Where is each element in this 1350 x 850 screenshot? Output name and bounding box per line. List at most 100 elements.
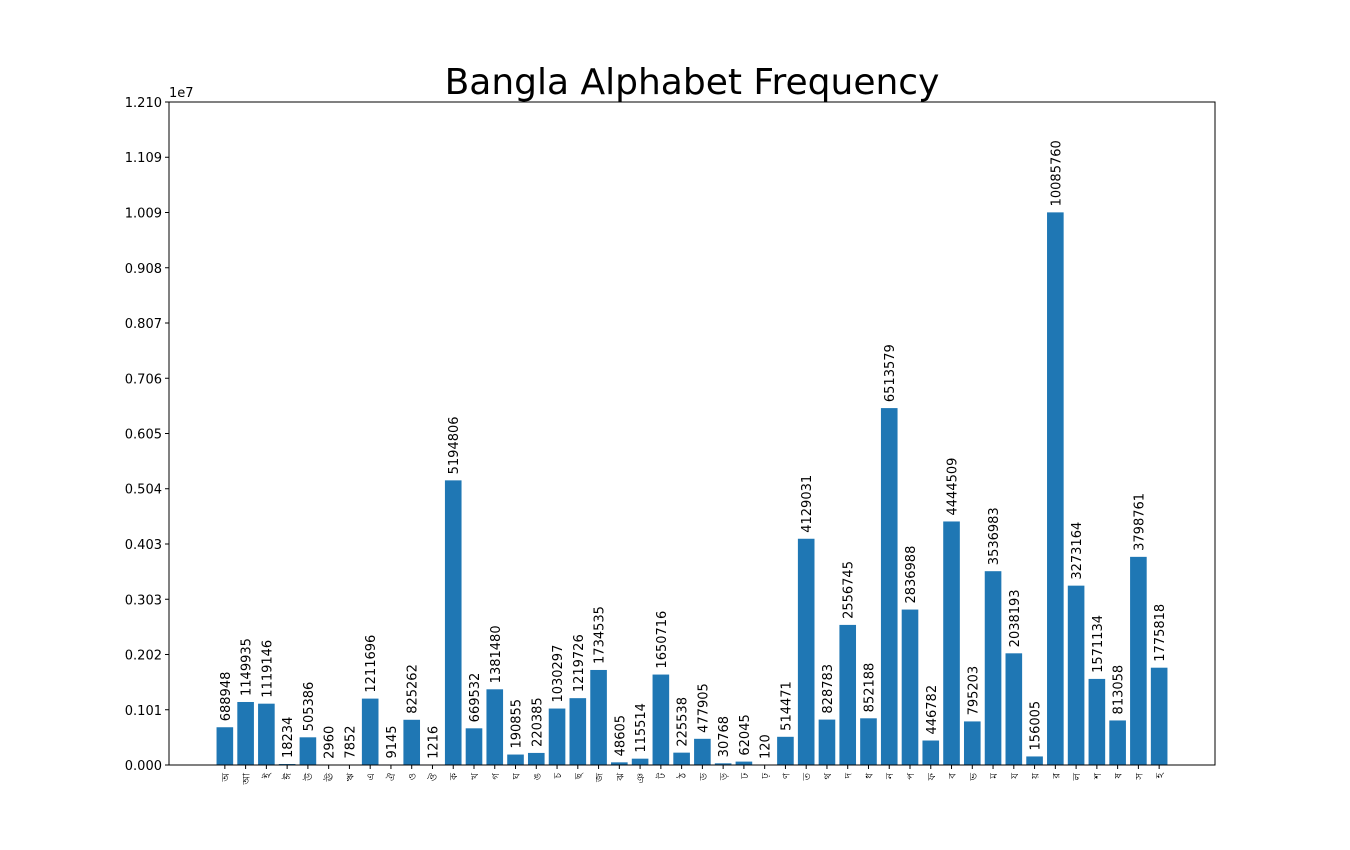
value-label: 62045 xyxy=(738,714,753,755)
bar xyxy=(403,719,421,765)
bar xyxy=(1109,720,1126,765)
x-tick-label: ঔ xyxy=(427,772,439,781)
y-offset-label: 1e7 xyxy=(169,86,194,101)
x-tick-label: দ xyxy=(844,772,855,779)
x-tick-label: য় xyxy=(1031,772,1042,780)
y-tick-label: 1.009 xyxy=(125,207,162,222)
value-label: 813058 xyxy=(1112,665,1127,715)
value-label: 18234 xyxy=(281,717,296,758)
x-tick-label: স xyxy=(1134,773,1145,781)
x-tick-label: ল xyxy=(1072,772,1083,781)
bar xyxy=(611,762,628,765)
value-label: 1149935 xyxy=(240,638,255,696)
value-label: 1734535 xyxy=(593,606,608,664)
value-label: 4129031 xyxy=(800,475,815,533)
x-tick-label: ধ xyxy=(864,773,875,779)
x-tick-label: শ xyxy=(1093,772,1104,780)
x-tick-label: য xyxy=(1010,773,1021,780)
bar xyxy=(694,738,711,765)
value-label: 3536983 xyxy=(987,507,1002,565)
bar xyxy=(361,698,379,765)
value-label: 5194806 xyxy=(447,416,462,474)
bar xyxy=(860,718,877,765)
x-tick-label: ন xyxy=(885,772,896,780)
bar xyxy=(777,736,794,765)
x-tick-label: হ xyxy=(1155,772,1166,779)
value-label: 828783 xyxy=(821,664,836,714)
x-tick-label: ঞ xyxy=(636,773,647,784)
bar xyxy=(527,752,545,765)
x-tick-label: ঘ xyxy=(512,772,523,780)
bar xyxy=(797,538,815,765)
value-label: 3798761 xyxy=(1132,493,1147,551)
bar xyxy=(486,689,504,765)
y-tick-label: 0.504 xyxy=(125,483,162,498)
bar xyxy=(1067,585,1085,765)
x-tick-label: ট xyxy=(655,772,668,779)
x-tick-label: ঢ xyxy=(740,773,751,780)
value-label: 1030297 xyxy=(551,645,566,703)
y-tick-label: 0.908 xyxy=(125,262,162,277)
value-label: 2836988 xyxy=(904,546,919,604)
value-label: 30768 xyxy=(717,716,732,757)
bar xyxy=(216,727,234,765)
bar xyxy=(652,674,670,765)
value-label: 10085760 xyxy=(1049,140,1064,206)
bar xyxy=(984,571,1002,765)
y-tick-label: 0.101 xyxy=(125,704,162,719)
bar xyxy=(1088,678,1106,765)
x-tick-label: গ xyxy=(491,773,502,780)
x-tick-label: ব xyxy=(948,773,959,780)
value-label: 1381480 xyxy=(489,625,504,683)
bar xyxy=(1026,756,1043,765)
bar xyxy=(465,728,483,765)
x-tick-label: ঙ xyxy=(532,773,543,780)
x-tick-label: ঢ় xyxy=(761,772,772,779)
value-label: 1571134 xyxy=(1091,615,1106,673)
x-tick-label: ঋ xyxy=(345,772,356,781)
bar xyxy=(922,740,940,765)
x-tick-label: ছ xyxy=(574,772,585,780)
x-tick-label: ড় xyxy=(719,772,730,781)
x-tick-label: চ xyxy=(553,772,564,779)
y-tick-label: 1.210 xyxy=(125,96,162,111)
x-tick-label: ক xyxy=(449,772,460,781)
x-tick-label: ফ xyxy=(927,772,938,781)
bar xyxy=(963,721,981,765)
x-tick-label: ও xyxy=(408,773,419,780)
bar xyxy=(590,669,607,765)
x-tick-label: অ xyxy=(221,773,232,783)
bar xyxy=(943,521,960,765)
value-label: 120 xyxy=(759,734,774,759)
y-tick-label: 0.303 xyxy=(125,593,162,608)
x-tick-label: ঐ xyxy=(386,773,398,781)
x-tick-label: খ xyxy=(470,773,481,780)
x-tick-label: থ xyxy=(823,772,834,779)
x-tick-label: ত xyxy=(802,773,813,782)
value-label: 2960 xyxy=(323,726,338,759)
x-tick-label: র xyxy=(1051,773,1062,780)
value-label: 220385 xyxy=(530,697,545,747)
bar xyxy=(818,719,836,765)
value-label: 156005 xyxy=(1029,701,1044,751)
x-tick-label: ষ xyxy=(1114,773,1125,780)
bar xyxy=(631,758,649,765)
chart-title: Bangla Alphabet Frequency xyxy=(445,62,940,103)
x-tick-label: ঝ xyxy=(615,773,626,782)
value-label: 1216 xyxy=(426,726,441,759)
value-label: 795203 xyxy=(966,666,981,716)
x-tick-label: উ xyxy=(302,773,315,782)
value-label: 688948 xyxy=(219,672,234,722)
value-label: 7852 xyxy=(343,725,358,758)
bar xyxy=(569,698,587,765)
y-tick-label: 0.605 xyxy=(125,428,162,443)
y-tick-label: 0.807 xyxy=(125,317,162,332)
value-label: 1211696 xyxy=(364,635,379,693)
x-tick-label: ঠ xyxy=(676,772,689,779)
x-tick-label: প xyxy=(906,773,917,780)
value-label: 190855 xyxy=(510,699,525,749)
bar xyxy=(444,480,462,765)
bar xyxy=(901,609,919,765)
